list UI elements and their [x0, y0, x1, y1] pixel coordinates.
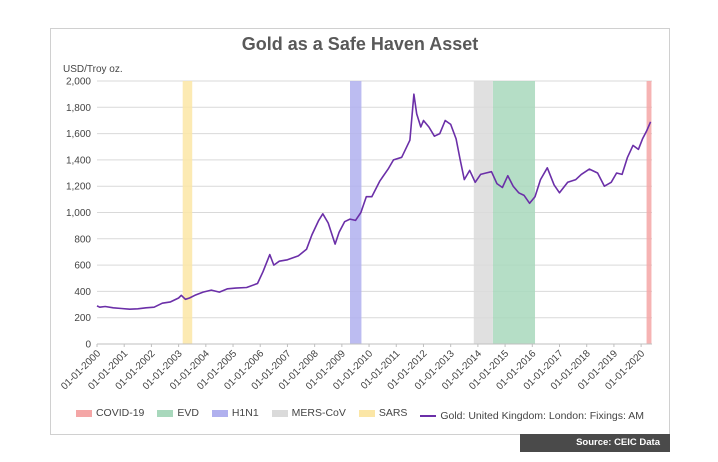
period-band-sars [182, 81, 193, 344]
y-axis-label: USD/Troy oz. [63, 64, 123, 75]
legend-swatch-h1n1 [211, 409, 228, 417]
legend-label-covid19: COVID-19 [95, 407, 145, 419]
legend-label-evd: EVD [177, 407, 199, 419]
y-tick-label: 1,400 [66, 155, 91, 166]
chart-legend: COVID-19 EVD H1N1 MERS-CoV SARS Gold: Un… [50, 407, 670, 422]
gridlines [97, 80, 652, 345]
legend-swatch-mers [271, 409, 288, 417]
legend-item-evd: EVD [157, 407, 199, 419]
legend-item-mers: MERS-CoV [271, 407, 346, 419]
gold-price-line [96, 93, 652, 310]
legend-label-h1n1: H1N1 [231, 407, 259, 419]
y-tick-label: 200 [74, 313, 91, 324]
y-tick-label: 800 [74, 234, 91, 245]
y-axis: 0 200 400 600 800 1,000 1,200 1,400 1,600 1,800 2,… [66, 77, 91, 351]
legend-item-h1n1: H1N1 [211, 407, 259, 419]
period-band-evd [492, 81, 536, 344]
period-band-h1n1 [350, 81, 362, 344]
legend-item-gold: Gold: United Kingdom: London: Fixings: A… [420, 410, 644, 422]
legend-swatch-gold [420, 414, 437, 417]
y-tick-label: 1,000 [66, 208, 91, 219]
x-axis: 01-01-200001-01-200101-01-200201-01-2003… [59, 343, 652, 392]
period-band-covid-19 [646, 81, 652, 344]
chart-title: Gold as a Safe Haven Asset [241, 34, 479, 54]
period-band-mers-cov [473, 81, 493, 344]
period-bands [182, 81, 652, 344]
y-tick-label: 1,200 [66, 182, 91, 193]
legend-item-sars: SARS [358, 407, 408, 419]
legend-label-gold: Gold: United Kingdom: London: Fixings: A… [440, 409, 645, 422]
y-tick-label: 400 [74, 287, 91, 298]
y-tick-label: 2,000 [66, 77, 91, 88]
legend-label-sars: SARS [378, 407, 408, 419]
legend-swatch-sars [358, 409, 375, 417]
legend-label-mers: MERS-CoV [291, 407, 346, 419]
legend-swatch-evd [157, 409, 174, 417]
source-note: Source: CEIC Data [520, 434, 670, 452]
y-tick-label: 1,600 [66, 129, 91, 140]
legend-swatch-covid19 [75, 409, 92, 417]
legend-item-covid19: COVID-19 [75, 407, 145, 419]
y-tick-label: 1,800 [66, 103, 91, 114]
y-tick-label: 0 [85, 340, 91, 351]
y-tick-label: 600 [74, 261, 91, 272]
